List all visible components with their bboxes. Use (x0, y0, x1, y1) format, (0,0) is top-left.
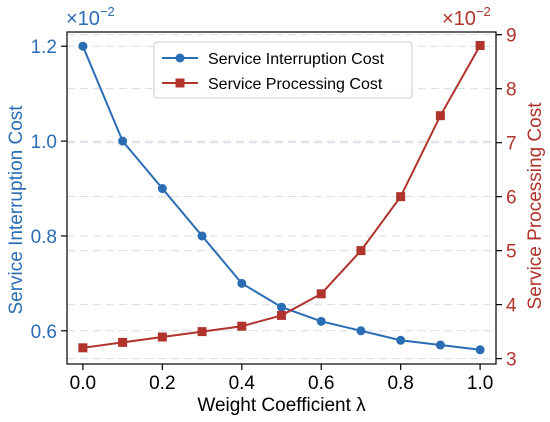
data-point (78, 343, 88, 353)
series-left (78, 41, 485, 355)
right-axis: 3 4 5 6 7 8 9 (496, 26, 517, 371)
right-tick-label: 5 (506, 242, 517, 263)
data-point (118, 136, 128, 146)
data-point (396, 335, 406, 345)
x-tick-label: 0.0 (70, 373, 96, 394)
x-axis: 0.0 0.2 0.4 0.6 0.8 1.0 (70, 364, 493, 394)
plot-frame (66, 31, 497, 365)
right-tick-label: 6 (506, 188, 517, 209)
legend-label: Service Interruption Cost (208, 51, 385, 68)
data-point (356, 326, 366, 336)
x-tick-label: 0.2 (149, 373, 175, 394)
left-tick-label: 0.6 (31, 322, 57, 343)
right-tick-label: 4 (506, 296, 517, 317)
data-point (237, 321, 247, 331)
series-right (78, 40, 485, 353)
series-layer (78, 40, 485, 355)
legend: Service Interruption Cost Service Process… (153, 41, 413, 99)
data-point (277, 302, 286, 312)
legend-marker (175, 53, 185, 63)
x-tick-label: 0.8 (387, 373, 413, 394)
data-point (237, 278, 247, 288)
data-point (316, 289, 326, 299)
legend-marker (175, 78, 185, 88)
legend-box (153, 41, 413, 99)
data-point (157, 332, 167, 342)
data-point (475, 345, 485, 355)
data-point (197, 327, 207, 337)
data-point (475, 40, 485, 50)
right-tick-label: 9 (506, 26, 517, 47)
data-point (316, 316, 326, 326)
right-tick-label: 7 (506, 134, 517, 155)
right-tick-label: 3 (506, 350, 517, 371)
x-tick-label: 0.6 (308, 373, 334, 394)
data-point (435, 340, 445, 350)
left-tick-label: 0.8 (31, 227, 57, 248)
data-point (277, 310, 286, 320)
right-tick-label: 8 (506, 80, 517, 101)
right-axis-label: Service Processing Cost (525, 102, 546, 310)
data-point (396, 192, 406, 202)
left-axis-multiplier: ×10−2 (66, 4, 115, 30)
x-tick-label: 0.4 (229, 373, 256, 394)
left-axis-label: Service Interruption Cost (6, 105, 27, 315)
data-point (435, 111, 445, 121)
data-point (118, 337, 128, 347)
right-axis-multiplier: ×10−2 (442, 4, 491, 30)
left-tick-label: 1.0 (31, 132, 57, 153)
x-axis-label: Weight Coefficient λ (197, 395, 366, 416)
data-point (197, 231, 207, 241)
data-point (78, 41, 88, 51)
x-tick-label: 1.0 (467, 373, 493, 394)
legend-label: Service Processing Cost (208, 76, 383, 93)
left-axis: 0.6 0.8 1.0 1.2 (31, 37, 67, 343)
left-tick-label: 1.2 (31, 37, 57, 58)
data-point (157, 184, 167, 194)
data-point (356, 246, 366, 256)
